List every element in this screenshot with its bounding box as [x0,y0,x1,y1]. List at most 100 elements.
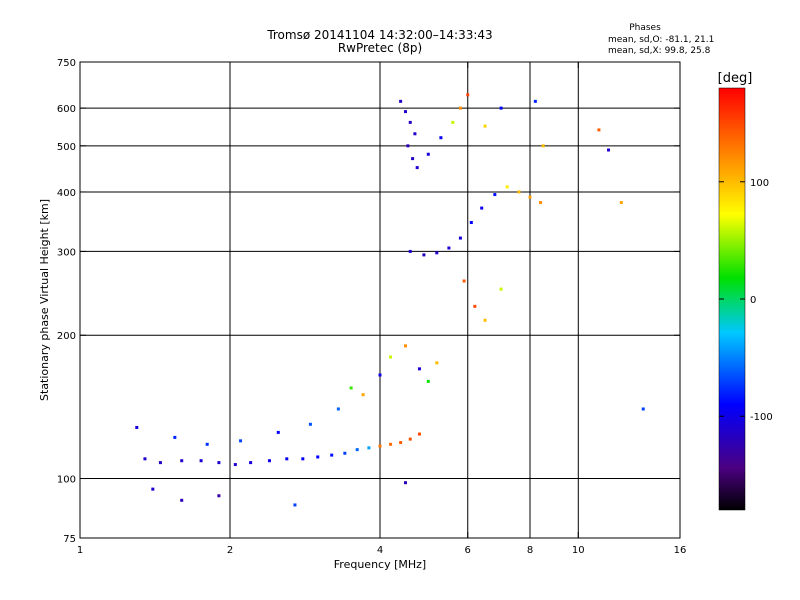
data-point [413,132,417,136]
data-point [343,451,347,455]
colorbar: [deg] 100 0 -100 [718,71,773,511]
data-point [517,190,521,194]
x-tick-label: 8 [527,545,533,556]
data-point [458,236,462,240]
data-point [439,136,443,140]
data-point [435,251,439,255]
x-tick-label: 1 [77,545,83,556]
data-point [641,407,645,411]
data-point [233,463,237,467]
data-point [408,249,412,253]
data-point [399,99,403,103]
data-point [293,503,297,507]
data-point [239,439,243,443]
data-point [217,461,221,465]
data-point [399,441,403,445]
x-tick-label: 4 [377,545,383,556]
y-tick-label: 600 [57,104,76,115]
data-point [378,444,382,448]
phases-line-o: mean, sd,O: -81.1, 21.1 [608,35,714,45]
y-axis-label: Stationary phase Virtual Height [km] [38,199,51,401]
chart-subtitle: RwPretec (8p) [338,41,422,55]
y-tick-label: 200 [57,331,76,342]
data-point [135,425,139,429]
data-point [541,144,545,148]
y-tick-label: 100 [57,475,76,486]
data-point [499,106,503,110]
data-point [539,201,543,205]
data-point [417,367,421,371]
data-point [435,361,439,365]
data-point [408,120,412,124]
data-point [505,185,509,189]
data-point [480,206,484,210]
y-tick-label: 750 [57,58,76,69]
data-point [316,455,320,459]
x-tick-label: 16 [674,545,687,556]
data-point [143,457,147,461]
data-point [180,498,184,502]
gridlines [80,62,680,538]
data-point [403,344,407,348]
phases-line-x: mean, sd,X: 99.8, 25.8 [608,46,711,56]
data-point [308,422,312,426]
data-point [469,221,473,225]
data-point [285,457,289,461]
data-points [135,93,645,507]
data-point [417,432,421,436]
data-point [415,166,419,170]
data-point [249,461,253,465]
x-tick-label: 2 [227,545,233,556]
data-point [597,128,601,132]
data-point [499,287,503,291]
y-tick-label: 400 [57,188,76,199]
data-point [451,120,455,124]
data-point [199,459,203,463]
data-point [389,355,393,359]
data-point [173,435,177,439]
data-point [426,152,430,156]
data-point [180,459,184,463]
y-tick-label: 300 [57,247,76,258]
axis-ticks: 1 2 4 6 8 10 16 75 100 200 300 400 500 600 750 [57,58,686,556]
data-point [301,457,305,461]
data-point [151,487,155,491]
data-point [406,144,410,148]
data-point [411,157,415,161]
data-point [367,446,371,450]
colorbar-tick-label: 100 [750,178,769,189]
data-point [349,386,353,390]
data-point [361,393,365,397]
data-point [422,253,426,257]
y-tick-label: 500 [57,142,76,153]
x-tick-label: 10 [572,545,585,556]
colorbar-ticks: 100 0 -100 [719,178,773,423]
data-point [607,148,611,152]
plot-area: 1 2 4 6 8 10 16 75 100 200 300 400 500 600 750 [57,58,686,556]
x-tick-label: 6 [465,545,471,556]
data-point [447,246,451,250]
data-point [466,93,470,97]
data-point [473,304,477,308]
data-point [389,442,393,446]
data-point [533,99,537,103]
data-point [158,461,162,465]
data-point [458,106,462,110]
data-point [355,448,359,452]
data-point [378,373,382,377]
data-point [336,407,340,411]
colorbar-label: [deg] [718,71,753,86]
data-point [528,195,532,199]
data-point [403,110,407,114]
data-point [408,437,412,441]
phases-box: Phases mean, sd,O: -81.1, 21.1 mean, sd,… [608,23,714,56]
colorbar-tick-label: -100 [750,412,773,423]
x-axis-label: Frequency [MHz] [334,558,426,571]
data-point [403,481,407,485]
data-point [462,279,466,283]
data-point [426,379,430,383]
phases-heading: Phases [629,23,661,33]
data-point [619,201,623,205]
data-point [493,193,497,197]
